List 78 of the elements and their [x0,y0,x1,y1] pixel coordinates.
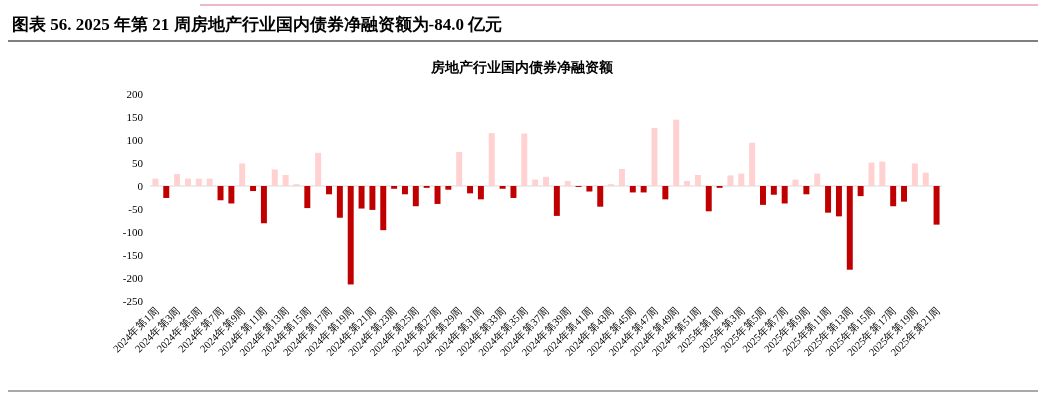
bar [315,152,322,186]
bar [174,174,181,186]
bar [618,168,625,186]
bar [228,186,235,204]
bar [347,186,354,285]
bar [727,175,734,186]
y-tick-label: 150 [126,111,144,123]
bar [521,133,528,186]
bar [271,169,278,186]
bar [911,163,918,186]
y-tick-label: -100 [122,226,144,238]
bar [391,186,398,189]
bar [879,161,886,186]
y-tick-label: -250 [122,295,144,307]
bar [890,186,897,207]
bar [369,186,376,210]
bar [814,173,821,186]
bar [933,186,940,225]
bar [597,186,604,207]
bar [477,186,484,200]
bar [825,186,832,213]
bar [282,174,289,186]
bar [857,186,864,197]
bar [467,186,474,194]
y-tick-label: -150 [122,249,144,261]
bar [738,173,745,186]
bar [304,186,311,209]
bar [901,186,908,202]
bar [380,186,387,231]
bar [770,186,777,195]
bar [412,186,419,207]
bar [673,119,680,186]
bar [705,186,712,212]
y-tick-label: 0 [137,180,144,192]
bar [803,186,810,195]
bar [922,172,929,186]
bar [499,186,506,189]
bar [792,179,799,186]
bar [250,186,257,192]
bar [586,186,593,192]
bar [543,176,549,186]
bar [694,174,701,186]
bar [184,178,191,186]
bar [564,180,571,186]
bar [163,186,170,198]
y-tick-label: 100 [126,134,144,146]
bar [868,162,875,186]
bar [326,186,332,195]
chart-subtitle: 房地产行业国内债券净融资额 [430,59,614,75]
bar [749,142,756,186]
bar [260,186,267,224]
bar [358,186,365,209]
y-tick-label: -50 [128,203,144,215]
y-tick-label: 200 [126,88,144,100]
bar [781,186,788,204]
y-tick-label: 50 [132,157,144,169]
bar [445,186,452,190]
bar [662,186,669,200]
bar [846,186,853,270]
bar [206,178,213,186]
bar [195,178,202,186]
bar [553,186,560,216]
bar [760,186,766,205]
bar [684,180,691,186]
bar [336,186,343,218]
y-tick-label: -200 [122,272,144,284]
bar [152,178,159,186]
bar [217,186,224,201]
chart-title: 图表 56. 2025 年第 21 周房地产行业国内债券净融资额为-84.0 亿元 [12,15,503,34]
bar [629,186,636,193]
bar [401,186,408,195]
bar [239,163,246,186]
bar [640,186,647,193]
bar [532,179,539,186]
bar [510,186,517,198]
bar [456,151,463,186]
bar [488,133,495,186]
bar [835,186,842,217]
